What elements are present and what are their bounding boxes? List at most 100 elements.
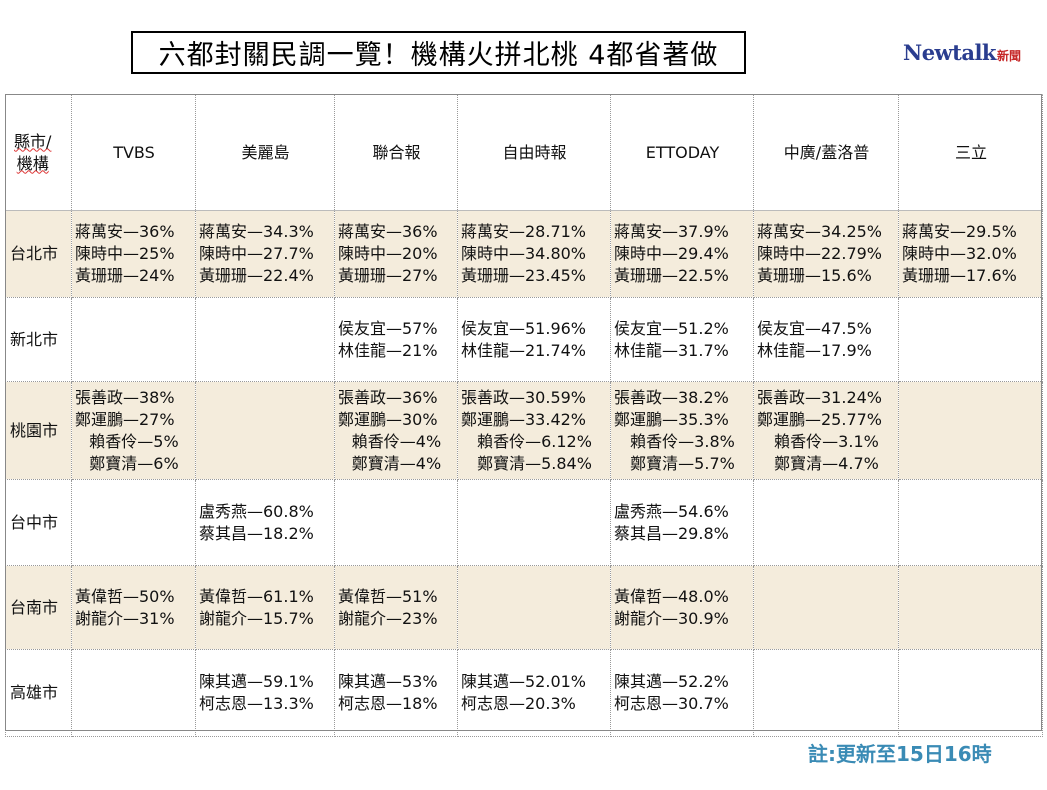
candidate-result: 蔣萬安—34.3% <box>199 222 314 241</box>
candidate-result: 張善政—31.24% <box>757 387 883 407</box>
column-header: 三立 <box>898 94 1043 211</box>
city-cell: 台中市 <box>5 479 72 566</box>
candidate-result: 鄭運鵬—30% <box>338 409 438 429</box>
column-header: 美麗島 <box>195 94 335 211</box>
candidate-result: 陳其邁—52.2% <box>614 672 729 691</box>
poll-cell: 侯友宜—51.96% 林佳龍—21.74% <box>457 297 611 382</box>
candidate-result: 侯友宜—51.2% <box>614 318 729 338</box>
candidate-result: 謝龍介—30.9% <box>614 608 729 628</box>
poll-cell: 張善政—30.59% 鄭運鵬—33.42% 賴香伶—6.12% 鄭寶清—5.84% <box>457 381 611 480</box>
poll-cell <box>71 649 196 737</box>
candidate-result: 黃珊珊—22.4% <box>199 266 314 285</box>
candidate-result: 柯志恩—20.3% <box>461 694 576 713</box>
candidate-result: 陳時中—32.0% <box>902 244 1017 263</box>
candidate-result: 侯友宜—51.96% <box>461 318 587 338</box>
poll-cell: 蔣萬安—29.5% 陳時中—32.0% 黃珊珊—17.6% <box>898 210 1043 298</box>
logo-brand-sub: 新聞 <box>996 49 1021 63</box>
candidate-result: 盧秀燕—54.6% <box>614 501 729 521</box>
poll-cell <box>71 297 196 382</box>
candidate-result: 蔣萬安—36% <box>75 222 175 241</box>
candidate-result: 賴香伶—6.12% <box>477 431 592 451</box>
poll-cell: 陳其邁—59.1% 柯志恩—13.3% <box>195 649 335 737</box>
candidate-result: 蔡其昌—29.8% <box>614 523 729 543</box>
candidate-result: 林佳龍—31.7% <box>614 340 729 360</box>
candidate-result: 侯友宜—47.5% <box>757 318 872 338</box>
poll-cell: 張善政—38.2% 鄭運鵬—35.3% 賴香伶—3.8% 鄭寶清—5.7% <box>610 381 754 480</box>
candidate-result: 蔡其昌—18.2% <box>199 523 314 543</box>
candidate-result: 陳時中—29.4% <box>614 244 729 263</box>
candidate-result: 蔣萬安—36% <box>338 222 438 241</box>
candidate-result: 黃珊珊—17.6% <box>902 266 1017 285</box>
table-header-row: 縣市/機構 TVBS 美麗島 聯合報 自由時報 ETTODAY 中廣/蓋洛普 三立 <box>5 94 1043 211</box>
candidate-result: 謝龍介—23% <box>338 608 438 628</box>
candidate-result: 盧秀燕—60.8% <box>199 501 314 521</box>
candidate-result: 柯志恩—18% <box>338 694 438 713</box>
poll-cell: 黃偉哲—61.1% 謝龍介—15.7% <box>195 565 335 650</box>
poll-cell: 張善政—36% 鄭運鵬—30% 賴香伶—4% 鄭寶清—4% <box>334 381 458 480</box>
candidate-result: 黃偉哲—51% <box>338 586 438 606</box>
candidate-result: 黃珊珊—23.45% <box>461 266 587 285</box>
table-row: 台北市 蔣萬安—36% 陳時中—25% 黃珊珊—24% 蔣萬安—34.3% 陳時中—27.… <box>5 210 1043 298</box>
poll-table: 縣市/機構 TVBS 美麗島 聯合報 自由時報 ETTODAY 中廣/蓋洛普 三立 台北市 蔣萬安… <box>5 94 1043 737</box>
candidate-result: 張善政—36% <box>338 387 438 407</box>
poll-cell: 盧秀燕—54.6% 蔡其昌—29.8% <box>610 479 754 566</box>
table-row: 桃園市 張善政—38% 鄭運鵬—27% 賴香伶—5% 鄭寶清—6% 張善政—36% 鄭運鵬—… <box>5 381 1043 480</box>
page-title: 六都封關民調一覽！機構火拼北桃 4都省著做 <box>131 31 746 74</box>
candidate-result: 陳時中—25% <box>75 244 175 263</box>
candidate-result: 鄭寶清—5.7% <box>630 453 735 473</box>
candidate-result: 蔣萬安—34.25% <box>757 222 883 241</box>
candidate-result: 鄭寶清—6% <box>89 453 179 473</box>
poll-cell: 蔣萬安—36% 陳時中—20% 黃珊珊—27% <box>334 210 458 298</box>
candidate-result: 陳時中—27.7% <box>199 244 314 263</box>
city-cell: 台北市 <box>5 210 72 298</box>
candidate-result: 林佳龍—21.74% <box>461 340 587 360</box>
city-cell: 桃園市 <box>5 381 72 480</box>
column-header: 中廣/蓋洛普 <box>753 94 899 211</box>
table-row: 新北市 侯友宜—57% 林佳龍—21% 侯友宜—51.96% 林佳龍—21.74% 侯友宜… <box>5 297 1043 382</box>
poll-cell <box>898 649 1043 737</box>
table-row: 台中市 盧秀燕—60.8% 蔡其昌—18.2% 盧秀燕—54.6% 蔡其昌—29.8% <box>5 479 1043 566</box>
candidate-result: 張善政—38.2% <box>614 387 729 407</box>
candidate-result: 賴香伶—3.1% <box>774 431 879 451</box>
table-frame <box>5 94 1042 731</box>
candidate-result: 侯友宜—57% <box>338 318 438 338</box>
poll-cell <box>71 479 196 566</box>
poll-cell: 蔣萬安—34.25% 陳時中—22.79% 黃珊珊—15.6% <box>753 210 899 298</box>
poll-cell <box>195 297 335 382</box>
poll-cell <box>334 479 458 566</box>
candidate-result: 黃珊珊—22.5% <box>614 266 729 285</box>
candidate-result: 陳其邁—59.1% <box>199 672 314 691</box>
city-cell: 新北市 <box>5 297 72 382</box>
poll-cell <box>753 649 899 737</box>
poll-cell: 陳其邁—52.2% 柯志恩—30.7% <box>610 649 754 737</box>
candidate-result: 林佳龍—21% <box>338 340 438 360</box>
candidate-result: 黃偉哲—61.1% <box>199 586 314 606</box>
candidate-result: 鄭運鵬—33.42% <box>461 409 587 429</box>
poll-cell <box>898 565 1043 650</box>
candidate-result: 林佳龍—17.9% <box>757 340 872 360</box>
candidate-result: 謝龍介—15.7% <box>199 608 314 628</box>
poll-cell <box>898 381 1043 480</box>
candidate-result: 蔣萬安—37.9% <box>614 222 729 241</box>
poll-cell: 蔣萬安—37.9% 陳時中—29.4% 黃珊珊—22.5% <box>610 210 754 298</box>
candidate-result: 鄭寶清—4.7% <box>774 453 879 473</box>
poll-cell <box>898 479 1043 566</box>
candidate-result: 柯志恩—30.7% <box>614 694 729 713</box>
candidate-result: 黃珊珊—24% <box>75 266 175 285</box>
poll-cell <box>753 565 899 650</box>
candidate-result: 蔣萬安—29.5% <box>902 222 1017 241</box>
candidate-result: 陳其邁—53% <box>338 672 438 691</box>
city-cell: 高雄市 <box>5 649 72 737</box>
poll-cell <box>457 565 611 650</box>
poll-cell <box>195 381 335 480</box>
candidate-result: 陳時中—20% <box>338 244 438 263</box>
poll-cell: 侯友宜—57% 林佳龍—21% <box>334 297 458 382</box>
corner-label-line: 縣市/ <box>14 131 52 151</box>
poll-cell <box>898 297 1043 382</box>
header-corner-cell: 縣市/機構 <box>5 94 72 211</box>
poll-cell: 陳其邁—52.01% 柯志恩—20.3% <box>457 649 611 737</box>
poll-cell: 張善政—38% 鄭運鵬—27% 賴香伶—5% 鄭寶清—6% <box>71 381 196 480</box>
column-header: 聯合報 <box>334 94 458 211</box>
column-header: TVBS <box>71 94 196 211</box>
poll-cell: 黃偉哲—50% 謝龍介—31% <box>71 565 196 650</box>
